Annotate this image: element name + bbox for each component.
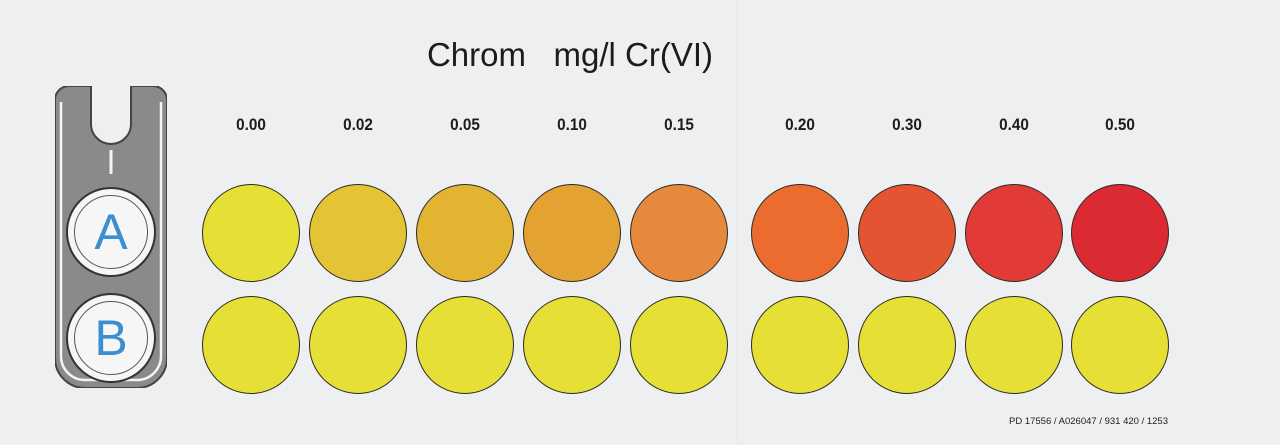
row-b-color-swatch	[858, 296, 956, 394]
scale-value-label: 0.00	[236, 115, 266, 134]
row-b-color-swatch	[751, 296, 849, 394]
scale-value-label: 0.50	[1105, 115, 1135, 134]
row-a-color-swatch	[1071, 184, 1169, 282]
title-unit: mg/l Cr(VI)	[553, 36, 714, 73]
card-title: Chrom mg/l Cr(VI)	[0, 36, 1140, 74]
row-b-color-swatch	[309, 296, 407, 394]
scale-value-label: 0.20	[785, 115, 815, 134]
row-b-color-swatch	[202, 296, 300, 394]
row-a-color-swatch	[858, 184, 956, 282]
cuvette-b: B	[66, 293, 156, 383]
scale-value-label: 0.10	[557, 115, 587, 134]
row-a-color-swatch	[202, 184, 300, 282]
scale-value-label: 0.05	[450, 115, 480, 134]
row-a-color-swatch	[309, 184, 407, 282]
row-a-color-swatch	[630, 184, 728, 282]
scale-value-label: 0.40	[999, 115, 1029, 134]
scale-value-label: 0.30	[892, 115, 922, 134]
row-b-color-swatch	[1071, 296, 1169, 394]
product-code: PD 17556 / A026047 / 931 420 / 1253	[1009, 416, 1168, 427]
cuvette-holder: A B	[54, 85, 168, 389]
scale-value-label: 0.02	[343, 115, 373, 134]
row-b-color-swatch	[630, 296, 728, 394]
row-a-color-swatch	[416, 184, 514, 282]
cuvette-b-label: B	[94, 310, 128, 366]
row-b-color-swatch	[965, 296, 1063, 394]
scale-value-label: 0.15	[664, 115, 694, 134]
cuvette-a: A	[66, 187, 156, 277]
row-a-color-swatch	[751, 184, 849, 282]
card-fold-line	[737, 0, 739, 445]
title-element: Chrom	[426, 36, 526, 73]
cuvette-a-label: A	[94, 204, 128, 260]
row-b-color-swatch	[416, 296, 514, 394]
row-b-color-swatch	[523, 296, 621, 394]
row-a-color-swatch	[965, 184, 1063, 282]
row-a-color-swatch	[523, 184, 621, 282]
